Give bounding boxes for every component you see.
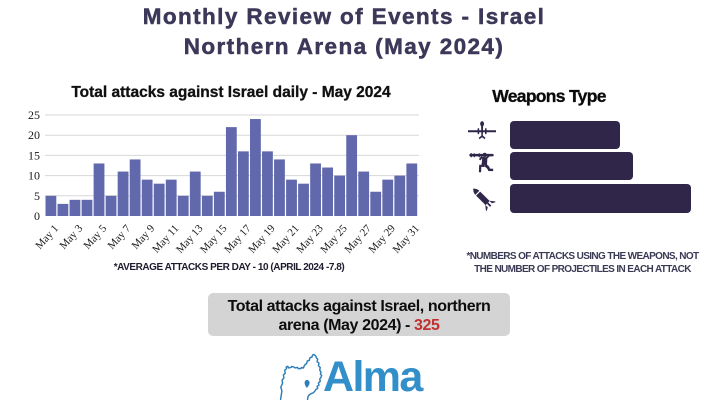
svg-text:May 31: May 31 [390, 223, 422, 256]
svg-text:15: 15 [28, 148, 40, 162]
svg-text:25: 25 [28, 108, 40, 122]
svg-text:5: 5 [34, 189, 40, 203]
svg-text:May 7: May 7 [105, 222, 133, 252]
svg-text:10: 10 [28, 169, 40, 183]
svg-text:May 3: May 3 [57, 222, 85, 252]
svg-text:0: 0 [34, 209, 40, 223]
svg-text:May 5: May 5 [81, 222, 109, 252]
svg-text:May 1: May 1 [33, 223, 61, 252]
svg-text:20: 20 [28, 128, 40, 142]
